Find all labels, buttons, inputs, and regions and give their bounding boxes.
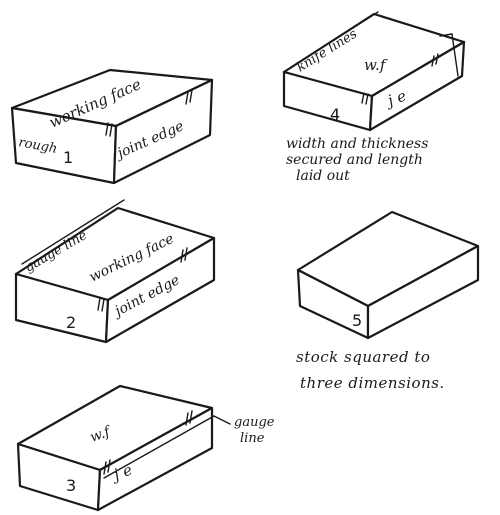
block-2-face-marks — [97, 247, 188, 312]
block-1-number: 1 — [63, 148, 73, 167]
block-5-caption-line1: stock squared to — [296, 348, 430, 366]
block-3-top-label: w.f — [88, 423, 115, 446]
block-4-face-marks — [361, 53, 439, 105]
block-4-caption-line1: width and thickness — [286, 136, 428, 152]
block-3-number: 3 — [66, 476, 76, 495]
block-4-top-label: w.f — [364, 56, 388, 74]
block-2-gauge-line — [21, 199, 125, 265]
block-2: gauge line working face joint edge 2 — [14, 199, 216, 344]
block-3-gauge-pointer — [213, 415, 231, 425]
block-5-caption-line2: three dimensions. — [300, 374, 445, 392]
block-4: knife lines w.f j e 4 width and thicknes… — [282, 11, 466, 184]
block-5: 5 stock squared to three dimensions. — [296, 210, 480, 392]
block-1: working face joint edge rough 1 — [10, 68, 214, 185]
block-3-gauge-label-line2: line — [240, 431, 265, 446]
block-4-caption-line3: laid out — [296, 168, 350, 184]
block-1-face-marks — [105, 89, 193, 137]
block-2-front-face — [104, 236, 216, 344]
block-4-knife-lines — [289, 11, 459, 77]
block-3-gauge-line — [103, 415, 215, 479]
block-4-number: 4 — [330, 105, 340, 124]
block-3-face-marks — [103, 410, 193, 475]
block-5-number: 5 — [352, 311, 362, 330]
block-1-front-face — [112, 78, 214, 185]
block-3-gauge-label-line1: gauge — [234, 415, 275, 430]
block-1-end-label: rough — [17, 135, 58, 157]
block-3: w.f j e gauge line 3 — [16, 384, 275, 512]
block-2-number: 2 — [66, 313, 76, 332]
block-5-front-face — [366, 244, 480, 340]
block-4-caption-line2: secured and length — [286, 152, 423, 168]
